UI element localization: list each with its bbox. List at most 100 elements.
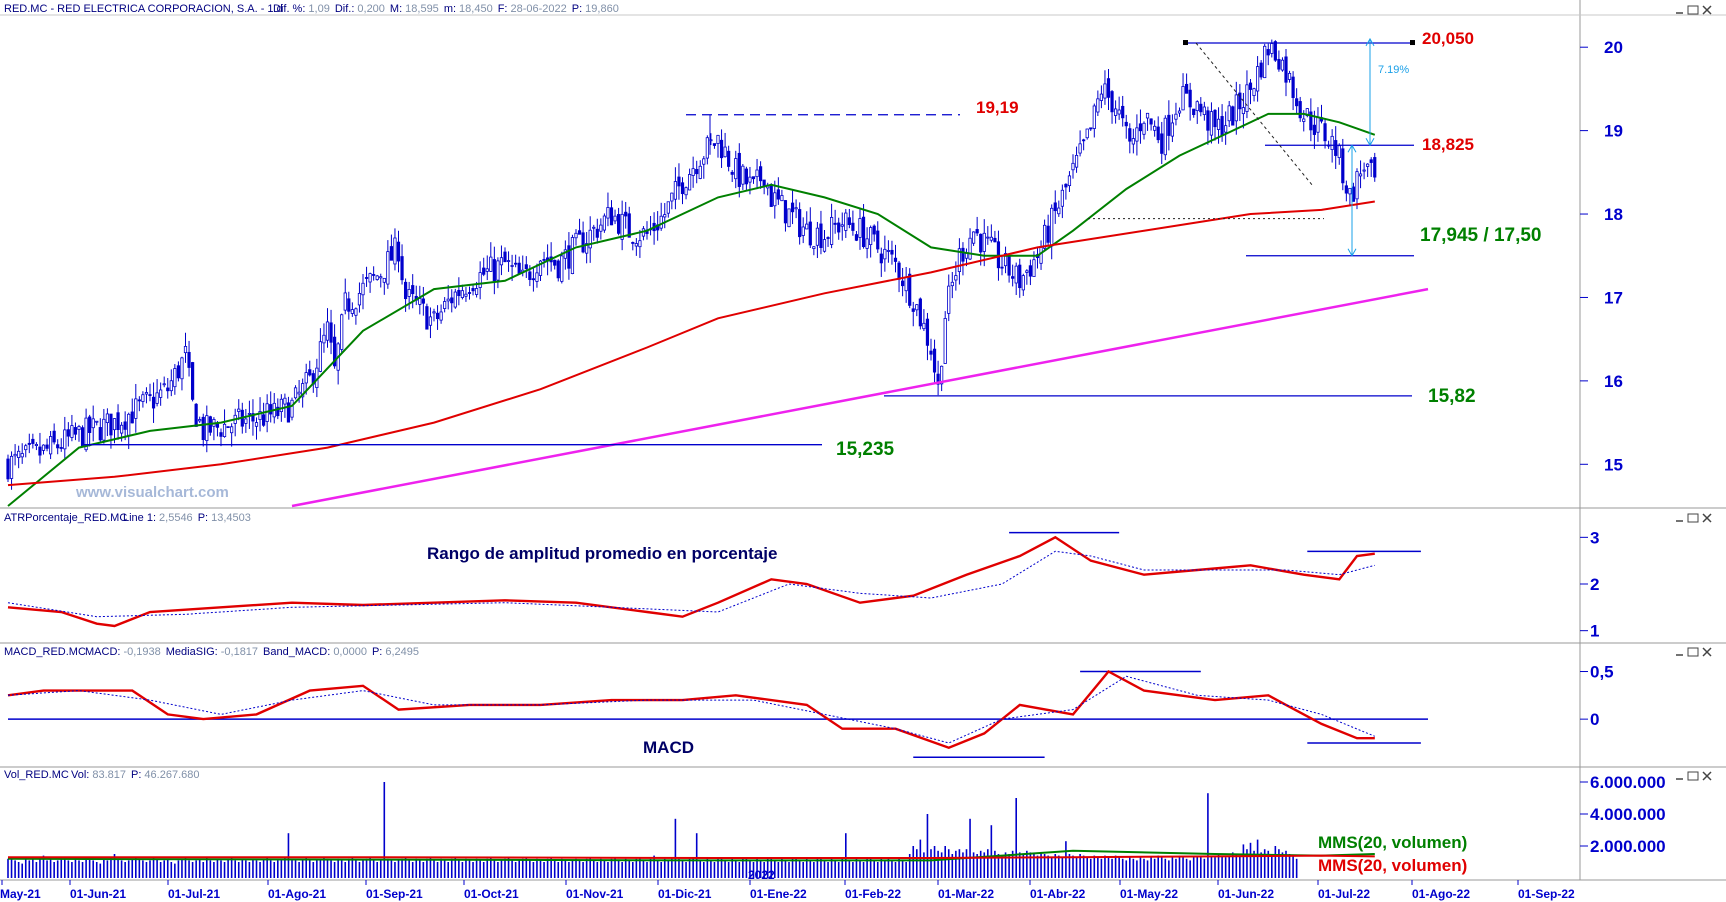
price-candle bbox=[822, 239, 827, 252]
stat-value: 6,2495 bbox=[385, 646, 419, 658]
price-candle bbox=[304, 372, 308, 384]
price-candle bbox=[915, 304, 919, 311]
price-candle bbox=[531, 278, 536, 281]
price-candle bbox=[290, 399, 294, 418]
price-candle bbox=[435, 312, 440, 320]
volume-tick-label: 2.000.000 bbox=[1590, 837, 1666, 856]
price-candle bbox=[670, 192, 674, 202]
price-candle bbox=[198, 419, 202, 422]
price-candle bbox=[31, 438, 35, 444]
price-candle bbox=[1373, 157, 1377, 178]
price-candle bbox=[659, 215, 663, 229]
price-candle bbox=[972, 231, 976, 244]
price-candle bbox=[322, 334, 326, 344]
macd-series-macd bbox=[7, 669, 1375, 749]
price-candle bbox=[439, 311, 443, 321]
price-candle bbox=[1227, 105, 1231, 122]
price-candle bbox=[84, 417, 88, 451]
price-candle bbox=[528, 271, 532, 280]
price-candle bbox=[794, 207, 798, 210]
stat-value: 0,200 bbox=[357, 3, 385, 15]
stat-value: 18,595 bbox=[405, 3, 439, 15]
price-candle bbox=[790, 202, 795, 213]
stat-key: Line 1: bbox=[123, 512, 156, 524]
price-candle bbox=[702, 158, 706, 165]
price-candle bbox=[375, 275, 379, 280]
price-candle bbox=[222, 423, 227, 438]
price-candle bbox=[1252, 88, 1256, 96]
stat-value: 83.817 bbox=[92, 769, 126, 781]
price-candle bbox=[869, 227, 873, 246]
stat-key: Vol: bbox=[71, 769, 89, 781]
price-candle bbox=[400, 256, 404, 281]
price-candle bbox=[237, 408, 241, 412]
date-tick-label: 01-May-22 bbox=[1120, 887, 1178, 901]
atr-panel-stats: Line 1: 2,5546 P: 13,4503 bbox=[123, 512, 251, 524]
price-candle bbox=[538, 260, 543, 276]
price-candle bbox=[957, 248, 962, 272]
price-candle bbox=[1188, 89, 1192, 108]
price-candle bbox=[1291, 76, 1295, 98]
panel-stats-text: MACD: -0,1938 MediaSIG: -0,1817 Band_MACD: 0,… bbox=[85, 646, 419, 658]
date-tick-label: 01-Jul-22 bbox=[1318, 887, 1370, 901]
price-candle bbox=[41, 444, 46, 451]
price-candle bbox=[570, 237, 575, 275]
price-candle bbox=[1316, 116, 1320, 133]
panel-stats-text: Vol: 83.817 P: 46.267.680 bbox=[71, 769, 199, 781]
atr-note: Rango de amplitud promedio en porcentaje bbox=[427, 544, 777, 563]
price-candle bbox=[1287, 72, 1292, 80]
price-candle bbox=[954, 275, 958, 281]
price-candle bbox=[27, 442, 31, 445]
price-candle bbox=[201, 416, 205, 441]
date-tick-label: 01-Sep-22 bbox=[1518, 887, 1575, 901]
stat-key: P: bbox=[131, 769, 141, 781]
price-candle bbox=[1323, 123, 1327, 142]
stat-key: m: bbox=[444, 3, 456, 15]
price-candle bbox=[379, 276, 383, 279]
price-candle bbox=[1007, 255, 1011, 276]
price-candle bbox=[961, 247, 965, 262]
arrow-head bbox=[1365, 37, 1375, 47]
price-candle bbox=[1071, 162, 1075, 171]
price-candle bbox=[1114, 108, 1118, 116]
price-candle bbox=[1330, 135, 1334, 150]
macd-panel-title: MACD_RED.MC bbox=[4, 646, 86, 658]
price-candle bbox=[49, 436, 53, 455]
price-candle bbox=[80, 427, 85, 447]
macd-note: MACD bbox=[643, 738, 694, 757]
price-candle bbox=[1241, 107, 1245, 115]
price-candle bbox=[1209, 111, 1214, 136]
date-tick-label: 01-Nov-21 bbox=[566, 887, 624, 901]
price-candle bbox=[688, 174, 692, 191]
price-candle bbox=[418, 298, 422, 305]
price-panel-title: RED.MC - RED ELECTRICA CORPORACION, S.A.… bbox=[4, 3, 283, 15]
panel-window-buttons[interactable] bbox=[1676, 5, 1712, 781]
price-candle bbox=[1302, 118, 1306, 122]
price-candle bbox=[1099, 93, 1103, 101]
price-candle bbox=[1153, 125, 1157, 131]
price-candle bbox=[144, 392, 149, 395]
price-candle bbox=[1334, 140, 1338, 156]
price-candle bbox=[329, 322, 333, 343]
price-candle bbox=[347, 298, 351, 312]
price-candle bbox=[617, 214, 621, 234]
price-candle bbox=[982, 232, 986, 252]
date-tick-label: May-21 bbox=[0, 887, 41, 901]
price-candle bbox=[844, 212, 848, 231]
price-candle bbox=[1103, 83, 1107, 99]
price-tick-label: 20 bbox=[1604, 38, 1623, 57]
level-marker bbox=[1410, 40, 1415, 46]
price-candle bbox=[425, 306, 429, 330]
price-candle bbox=[1145, 112, 1150, 119]
price-candle bbox=[467, 292, 472, 294]
price-candle bbox=[318, 341, 323, 372]
price-candle bbox=[180, 357, 184, 380]
panel-stats-text: Dif. %: 1,09 Dif.: 0,200 M: 18,595 m: 18,450 F: 2… bbox=[273, 3, 619, 15]
price-candle bbox=[63, 429, 67, 450]
price-candle bbox=[680, 182, 685, 195]
price-candle bbox=[1192, 108, 1196, 116]
price-candle bbox=[1000, 266, 1004, 269]
price-candle bbox=[244, 418, 248, 424]
price-candle bbox=[734, 158, 738, 180]
price-candle bbox=[769, 184, 773, 207]
